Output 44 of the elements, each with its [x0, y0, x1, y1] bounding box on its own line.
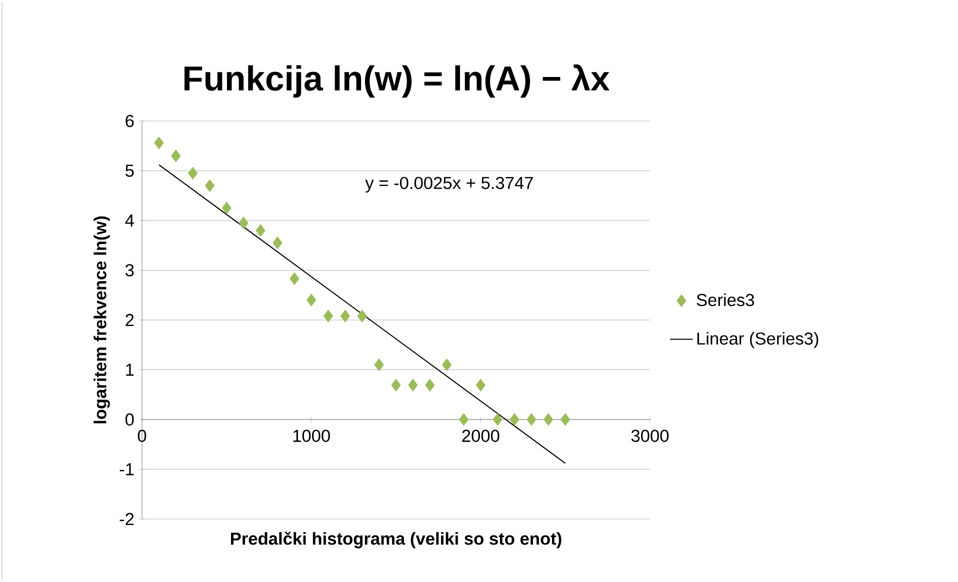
point: [306, 294, 316, 306]
point: [222, 202, 232, 214]
point: [171, 150, 181, 162]
y-tick-label: 6: [126, 114, 134, 128]
chart-title: Funkcija ln(w) = ln(A) − λx: [184, 64, 610, 98]
y-tick-label: 2: [126, 314, 134, 326]
y-tick-label: -1: [120, 463, 134, 476]
x-axis-title: Predalčki histograma (veliki so sto enot): [230, 532, 562, 548]
point: [458, 413, 468, 426]
point: [476, 378, 486, 392]
y-tick-label: 0: [125, 413, 134, 426]
point: [324, 310, 334, 322]
x-tick-label: 3000: [631, 430, 669, 442]
point: [492, 413, 502, 426]
annotation: y = -0.0025x + 5.3747: [365, 176, 533, 193]
y-tick-label: 4: [125, 214, 134, 226]
point: [408, 378, 418, 392]
point: [526, 413, 536, 426]
y-tick-label: 3: [125, 264, 134, 276]
point: [256, 224, 266, 237]
x-tick-label: 0: [138, 430, 146, 442]
y-axis-title: logaritem frekvence ln(w): [94, 216, 110, 424]
point: [510, 413, 520, 426]
point: [425, 378, 435, 392]
point: [188, 166, 198, 180]
point: [154, 136, 164, 150]
point: [238, 216, 248, 230]
point: [391, 378, 401, 392]
point: [442, 358, 452, 372]
point: [272, 236, 282, 250]
y-tick-label: -2: [120, 512, 134, 526]
legend-label: Linear (Series3): [697, 332, 818, 348]
point: [560, 413, 570, 426]
legend-label: Series3: [696, 293, 754, 306]
y-tick-label: 1: [126, 364, 134, 376]
x-tick-label: 2000: [462, 430, 500, 442]
point: [374, 358, 384, 372]
point: [544, 413, 554, 426]
point: [290, 272, 300, 285]
x-tick-label: 1000: [293, 430, 330, 442]
point: [340, 310, 350, 322]
point: [357, 310, 367, 322]
point: [204, 179, 215, 192]
y-tick-label: 5: [126, 164, 134, 177]
